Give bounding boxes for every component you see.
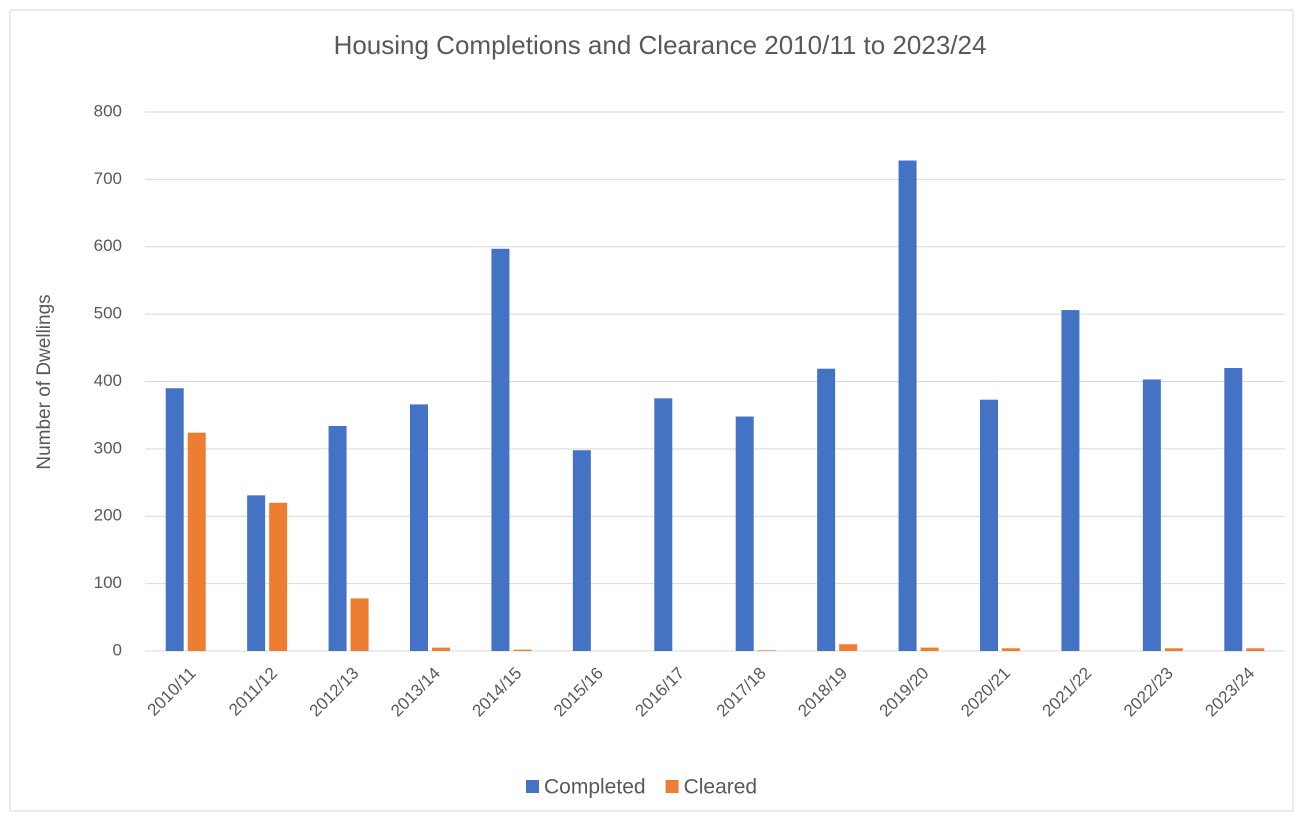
bar [513, 649, 532, 651]
y-tick-label: 800 [94, 101, 122, 120]
y-tick-label: 700 [94, 169, 122, 188]
bar [328, 425, 347, 651]
bar [839, 644, 858, 651]
y-tick-label: 0 [113, 640, 122, 659]
bar [410, 404, 428, 651]
bar [491, 248, 510, 652]
bar [817, 368, 836, 651]
y-tick-label: 100 [94, 573, 122, 592]
y-tick-label: 200 [94, 506, 122, 525]
bar [432, 647, 450, 651]
bar [1164, 648, 1183, 651]
legend-label: Cleared [684, 776, 758, 799]
bar [898, 160, 917, 651]
y-axis-label: Number of Dwellings [34, 294, 55, 469]
legend-label: Completed [544, 776, 646, 799]
y-tick-label: 400 [94, 371, 122, 390]
y-tick-label: 500 [94, 304, 122, 323]
bar [572, 450, 591, 651]
bar [247, 495, 266, 651]
bar [920, 647, 939, 651]
y-tick-label: 300 [94, 438, 122, 457]
bar [1061, 310, 1080, 651]
bar [757, 650, 776, 651]
legend-swatch [526, 780, 539, 793]
bar [1246, 648, 1265, 651]
bar [980, 399, 998, 651]
bar [735, 416, 754, 651]
bar [654, 398, 673, 651]
legend-swatch [665, 780, 679, 793]
bar [165, 388, 184, 651]
bar [269, 502, 288, 651]
bar [1142, 379, 1161, 651]
bar [1002, 648, 1020, 651]
bar [187, 432, 206, 651]
chart-title: Housing Completions and Clearance 2010/1… [334, 30, 987, 60]
bar [350, 598, 369, 651]
y-tick-label: 600 [94, 236, 122, 255]
bar [1224, 368, 1243, 651]
